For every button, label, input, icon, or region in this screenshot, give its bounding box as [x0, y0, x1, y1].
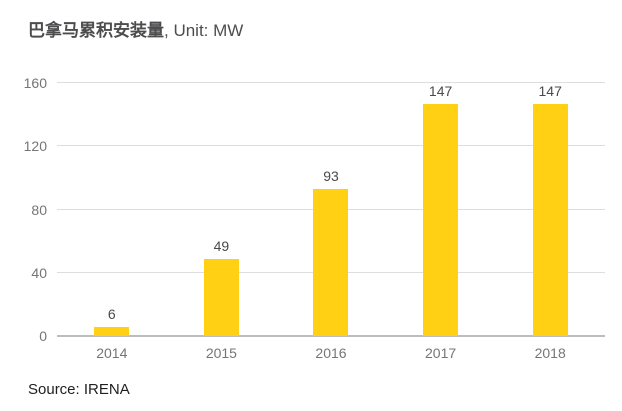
gridline-160: [57, 82, 605, 83]
bar-column-2018: 147: [495, 82, 605, 336]
bar-column-2015: 49: [167, 237, 277, 336]
bar-2014: [94, 326, 130, 336]
y-axis-tick-0: 0: [39, 328, 47, 344]
x-axis-tick-2018: 2018: [534, 345, 566, 361]
bar-column-2016: 93: [276, 167, 386, 336]
bar-value-label-2017: 147: [428, 82, 453, 99]
x-axis-tick-2016: 2016: [315, 345, 347, 361]
bar-2018: [532, 103, 568, 336]
bar-chart-plot-area: 6 49 93 147 147: [57, 82, 605, 337]
y-axis-tick-40: 40: [31, 264, 47, 281]
bar-value-label-2014: 6: [107, 305, 116, 322]
chart-title-suffix: , Unit: MW: [164, 21, 244, 40]
bar-column-2014: 6: [57, 305, 167, 336]
gridline-120: [57, 145, 605, 147]
source-text: Source: IRENA: [28, 381, 130, 398]
y-axis-tick-80: 80: [31, 201, 47, 218]
x-axis-tick-2015: 2015: [205, 345, 237, 361]
x-axis-tick-2017: 2017: [425, 345, 457, 361]
chart-title-main: 巴拿马累积安装量: [28, 21, 164, 40]
y-axis-tick-120: 120: [23, 138, 47, 155]
bar-value-label-2016: 93: [323, 167, 339, 184]
bar-column-2017: 147: [386, 82, 496, 336]
bar-value-label-2018: 147: [538, 82, 562, 99]
bar-2016: [313, 188, 349, 336]
bar-2017: [423, 103, 459, 336]
y-axis-tick-160: 160: [23, 75, 47, 91]
x-axis-tick-2014: 2014: [96, 345, 128, 361]
x-axis-line: [57, 335, 605, 337]
page-title: 巴拿马累积安装量, Unit: MW: [28, 16, 243, 41]
bar-value-label-2015: 49: [213, 237, 230, 254]
bar-2015: [203, 258, 239, 336]
